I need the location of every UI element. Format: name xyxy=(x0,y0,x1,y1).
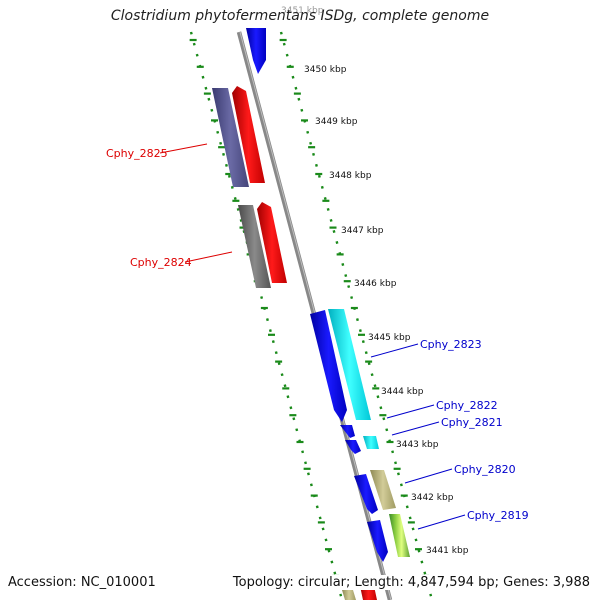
gene-label[interactable]: Cphy_2824 xyxy=(130,256,192,269)
gene-cphy-2821[interactable] xyxy=(363,436,379,449)
map-title: Clostridium phytofermentans ISDg, comple… xyxy=(110,8,490,24)
gene-label[interactable]: Cphy_2821 xyxy=(441,416,503,429)
gene-top-blue[interactable] xyxy=(246,28,266,74)
gene-labels: Cphy_2825 Cphy_2824 Cphy_2823 Cphy_2822 Cphy… xyxy=(106,143,529,530)
gene-cphy-2823-partner[interactable] xyxy=(310,310,347,422)
gene-cphy-2819-partner[interactable] xyxy=(367,520,388,562)
ruler-labels: 3451 kbp 3450 kbp 3449 kbp 3448 kbp 3447 kbp… xyxy=(281,6,469,556)
ruler-label: 3445 kbp xyxy=(368,333,411,343)
gene-label-leader xyxy=(417,514,466,530)
gene-label[interactable]: Cphy_2822 xyxy=(436,399,498,412)
gene-label-leader xyxy=(386,404,435,419)
ruler-label: 3449 kbp xyxy=(315,117,358,127)
ruler-label: 3444 kbp xyxy=(381,387,424,397)
gene-label[interactable]: Cphy_2819 xyxy=(467,509,529,522)
gene-label-leader xyxy=(184,251,233,263)
gene-label[interactable]: Cphy_2823 xyxy=(420,338,482,351)
gene-cphy-2822[interactable] xyxy=(340,425,355,438)
gene-label-leader xyxy=(159,143,208,154)
gene-cphy-2819[interactable] xyxy=(389,514,410,557)
gene-features xyxy=(212,28,410,600)
gene-label[interactable]: Cphy_2820 xyxy=(454,463,516,476)
gene-label-leader xyxy=(404,468,453,484)
ruler-label: 3446 kbp xyxy=(354,279,397,289)
gene-bottom-khaki[interactable] xyxy=(342,590,356,600)
gene-label-leader xyxy=(391,421,440,436)
accession-text: Accession: NC_010001 xyxy=(8,575,156,590)
gene-cphy-2825-partner[interactable] xyxy=(232,86,265,183)
major-ticks xyxy=(189,38,430,578)
gene-cphy-2825[interactable] xyxy=(212,88,249,187)
ruler-label: 3448 kbp xyxy=(329,171,372,181)
ruler-label: 3441 kbp xyxy=(426,546,469,556)
gene-cphy-2824[interactable] xyxy=(238,205,271,288)
ruler-label: 3450 kbp xyxy=(304,65,347,75)
summary-text: Topology: circular; Length: 4,847,594 bp… xyxy=(232,575,590,590)
ruler-label: 3442 kbp xyxy=(411,493,454,503)
ruler-label: 3447 kbp xyxy=(341,226,384,236)
gene-cphy-2823[interactable] xyxy=(328,309,371,420)
gene-label[interactable]: Cphy_2825 xyxy=(106,147,168,160)
gene-small-blue[interactable] xyxy=(345,440,361,454)
gene-cphy-2824-partner[interactable] xyxy=(257,202,287,283)
gene-label-leader xyxy=(370,343,419,358)
gene-cphy-2820[interactable] xyxy=(370,470,396,510)
ruler-label: 3451 kbp xyxy=(281,6,324,16)
gene-cphy-2820-partner[interactable] xyxy=(354,474,378,514)
ruler-label: 3443 kbp xyxy=(396,440,439,450)
